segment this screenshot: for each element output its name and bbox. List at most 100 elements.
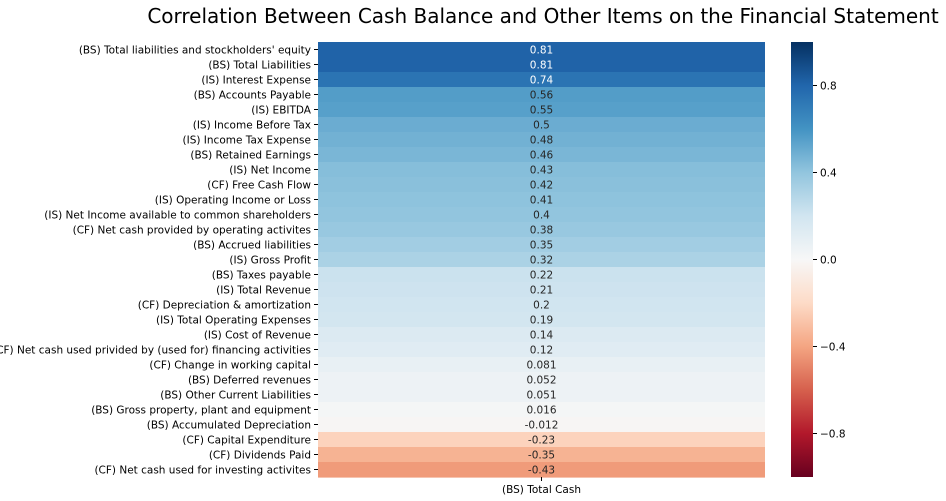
heatmap-cell [318, 372, 765, 388]
cell-value-label: 0.81 [530, 60, 553, 72]
heatmap-cell [318, 342, 765, 358]
colorbar-tick-label: 0.4 [820, 168, 837, 180]
heatmap-cell [318, 72, 765, 88]
heatmap-cell [318, 162, 765, 178]
heatmap-cell [318, 297, 765, 313]
heatmap-cell [318, 207, 765, 223]
colorbar-tick-label: 0.8 [820, 81, 837, 93]
cell-value-label: 0.48 [530, 135, 553, 147]
row-label: (CF) Dividends Paid [209, 450, 311, 462]
cell-value-label: 0.016 [526, 405, 556, 417]
row-label: (IS) Total Operating Expenses [156, 315, 311, 327]
cell-value-label: 0.22 [530, 270, 553, 282]
cell-value-label: 0.43 [530, 165, 553, 177]
heatmap-cell [318, 147, 765, 163]
heatmap-cell [318, 117, 765, 133]
row-label: (BS) Total Liabilities [208, 60, 311, 72]
row-label: (IS) Net Income available to common shar… [44, 210, 311, 222]
cell-value-label: -0.23 [528, 435, 555, 447]
cell-value-label: 0.55 [530, 105, 553, 117]
row-label: (CF) Depreciation & amortization [138, 300, 311, 312]
row-label: (BS) Deferred revenues [188, 375, 311, 387]
row-label: (BS) Retained Earnings [190, 150, 311, 162]
cell-value-label: 0.32 [530, 255, 553, 267]
row-label: (IS) Interest Expense [201, 75, 311, 87]
cell-value-label: 0.052 [526, 375, 556, 387]
heatmap-cell [318, 177, 765, 193]
row-labels: (BS) Total liabilities and stockholders'… [0, 45, 318, 477]
row-label: (IS) Income Before Tax [193, 120, 311, 132]
cell-value-label: -0.35 [528, 450, 555, 462]
cell-value-label: 0.5 [533, 120, 550, 132]
row-label: (IS) Net Income [229, 165, 311, 177]
heatmap-cell [318, 102, 765, 118]
cell-value-label: 0.2 [533, 300, 550, 312]
cell-value-label: 0.81 [530, 45, 553, 57]
heatmap-cell [318, 357, 765, 373]
row-label: (BS) Taxes payable [212, 270, 311, 282]
cell-value-label: 0.14 [530, 330, 554, 342]
heatmap-cell [318, 282, 765, 298]
cell-value-label: 0.081 [526, 360, 556, 372]
row-label: (BS) Accumulated Depreciation [147, 420, 311, 432]
heatmap-cell [318, 237, 765, 253]
chart-title: Correlation Between Cash Balance and Oth… [147, 4, 939, 28]
heatmap-cell [318, 462, 765, 478]
column-label: (BS) Total Cash [502, 484, 581, 496]
heatmap-cell [318, 402, 765, 418]
heatmap-cell [318, 387, 765, 403]
row-label: (IS) Operating Income or Loss [155, 195, 311, 207]
cell-value-label: 0.41 [530, 195, 553, 207]
column-labels: (BS) Total Cash [502, 477, 581, 496]
heatmap-cell [318, 192, 765, 208]
cell-value-label: 0.46 [530, 150, 554, 162]
row-label: (BS) Other Current Liabilities [160, 390, 311, 402]
cell-value-label: 0.42 [530, 180, 553, 192]
heatmap-cell [318, 327, 765, 343]
heatmap-cell [318, 87, 765, 103]
cell-value-label: 0.35 [530, 240, 553, 252]
row-label: (BS) Accounts Payable [194, 90, 311, 102]
heatmap-cell [318, 42, 765, 58]
cell-value-label: 0.4 [533, 210, 550, 222]
cell-value-label: 0.21 [530, 285, 553, 297]
colorbar: 0.8 0.4 0.0 −0.4 −0.8 [791, 42, 846, 477]
row-label: (IS) Total Revenue [216, 285, 311, 297]
heatmap-cell [318, 57, 765, 73]
cell-value-label: 0.38 [530, 225, 553, 237]
row-label: (IS) Gross Profit [229, 255, 311, 267]
heatmap-cell [318, 447, 765, 463]
row-label: (IS) Income Tax Expense [183, 135, 312, 147]
row-label: (CF) Change in working capital [149, 360, 311, 372]
cell-value-label: -0.43 [528, 465, 555, 477]
row-label: (BS) Total liabilities and stockholders'… [79, 45, 311, 57]
cell-value-label: -0.012 [525, 420, 559, 432]
row-label: (IS) EBITDA [251, 105, 312, 117]
heatmap-cell [318, 417, 765, 433]
cell-value-label: 0.12 [530, 345, 553, 357]
heatmap-cell [318, 267, 765, 283]
row-label: (BS) Gross property, plant and equipment [91, 405, 311, 417]
colorbar-tick-label: −0.4 [820, 342, 846, 354]
cell-value-label: 0.74 [530, 75, 554, 87]
heatmap-cell [318, 312, 765, 328]
colorbar-tick-label: 0.0 [820, 255, 837, 267]
row-label: (BS) Accrued liabilities [193, 240, 311, 252]
cell-value-label: 0.051 [526, 390, 556, 402]
heatmap-cell [318, 222, 765, 238]
row-label: (CF) Net cash used privided by (used for… [0, 345, 311, 357]
row-label: (IS) Cost of Revenue [204, 330, 311, 342]
heatmap-cell [318, 252, 765, 268]
row-label: (CF) Free Cash Flow [207, 180, 311, 192]
cell-value-label: 0.56 [530, 90, 554, 102]
heatmap-cells: 0.81 0.81 0.74 0.56 0.55 0.5 0.48 0.46 0.43 0.42 0… [318, 42, 765, 478]
row-label: (CF) Capital Expenditure [182, 435, 311, 447]
heatmap-cell [318, 132, 765, 148]
cell-value-label: 0.19 [530, 315, 553, 327]
colorbar-gradient [791, 42, 813, 477]
colorbar-tick-label: −0.8 [820, 429, 846, 441]
row-label: (CF) Net cash used for investing activit… [94, 465, 311, 477]
row-label: (CF) Net cash provided by operating acti… [73, 225, 311, 237]
heatmap-cell [318, 432, 765, 448]
